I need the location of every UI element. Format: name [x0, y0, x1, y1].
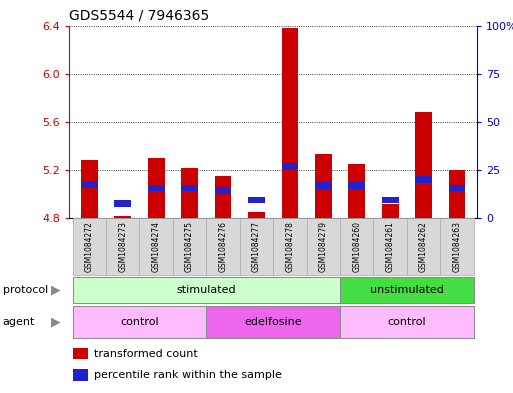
Bar — [382, 197, 399, 203]
FancyBboxPatch shape — [140, 218, 173, 275]
Text: percentile rank within the sample: percentile rank within the sample — [94, 370, 282, 380]
FancyBboxPatch shape — [307, 218, 340, 275]
Text: ▶: ▶ — [51, 316, 60, 329]
Bar — [248, 197, 265, 203]
Bar — [382, 204, 399, 218]
Bar — [214, 187, 231, 194]
Text: GSM1084277: GSM1084277 — [252, 221, 261, 272]
Text: GDS5544 / 7946365: GDS5544 / 7946365 — [69, 9, 209, 23]
Text: agent: agent — [3, 317, 35, 327]
Text: stimulated: stimulated — [176, 285, 236, 295]
Bar — [415, 112, 432, 218]
Text: transformed count: transformed count — [94, 349, 198, 358]
Text: control: control — [388, 317, 426, 327]
Bar — [449, 185, 465, 191]
Bar — [449, 170, 465, 218]
Text: GSM1084260: GSM1084260 — [352, 221, 361, 272]
Text: GSM1084279: GSM1084279 — [319, 221, 328, 272]
FancyBboxPatch shape — [340, 277, 473, 303]
FancyBboxPatch shape — [373, 218, 407, 275]
FancyBboxPatch shape — [206, 218, 240, 275]
Text: control: control — [120, 317, 159, 327]
Bar — [282, 28, 298, 218]
Bar — [81, 160, 97, 218]
FancyBboxPatch shape — [340, 218, 373, 275]
Text: GSM1084263: GSM1084263 — [452, 221, 462, 272]
Bar — [415, 176, 432, 183]
Text: edelfosine: edelfosine — [244, 317, 302, 327]
FancyBboxPatch shape — [106, 218, 140, 275]
FancyBboxPatch shape — [440, 218, 473, 275]
FancyBboxPatch shape — [407, 218, 440, 275]
FancyBboxPatch shape — [73, 218, 106, 275]
Text: GSM1084273: GSM1084273 — [118, 221, 127, 272]
FancyBboxPatch shape — [206, 307, 340, 338]
Text: GSM1084262: GSM1084262 — [419, 221, 428, 272]
Text: GSM1084272: GSM1084272 — [85, 221, 94, 272]
Text: unstimulated: unstimulated — [370, 285, 444, 295]
Bar — [248, 212, 265, 218]
Bar — [81, 181, 97, 188]
FancyBboxPatch shape — [73, 277, 340, 303]
Bar — [73, 369, 88, 380]
FancyBboxPatch shape — [340, 307, 473, 338]
Bar — [148, 185, 165, 191]
Bar — [282, 163, 298, 170]
Text: GSM1084275: GSM1084275 — [185, 221, 194, 272]
FancyBboxPatch shape — [73, 307, 206, 338]
FancyBboxPatch shape — [173, 218, 206, 275]
Text: GSM1084276: GSM1084276 — [219, 221, 228, 272]
Bar — [148, 158, 165, 218]
FancyBboxPatch shape — [273, 218, 307, 275]
Bar — [348, 164, 365, 218]
Text: GSM1084274: GSM1084274 — [152, 221, 161, 272]
Bar — [214, 176, 231, 218]
Text: protocol: protocol — [3, 285, 48, 295]
Bar — [181, 185, 198, 191]
Bar — [114, 200, 131, 207]
Text: GSM1084261: GSM1084261 — [386, 221, 394, 272]
Bar — [181, 167, 198, 218]
Text: GSM1084278: GSM1084278 — [285, 221, 294, 272]
Bar — [114, 216, 131, 218]
Bar — [73, 348, 88, 359]
FancyBboxPatch shape — [240, 218, 273, 275]
Bar — [315, 154, 332, 218]
Bar — [348, 182, 365, 189]
Text: ▶: ▶ — [51, 283, 60, 296]
Bar — [315, 182, 332, 189]
